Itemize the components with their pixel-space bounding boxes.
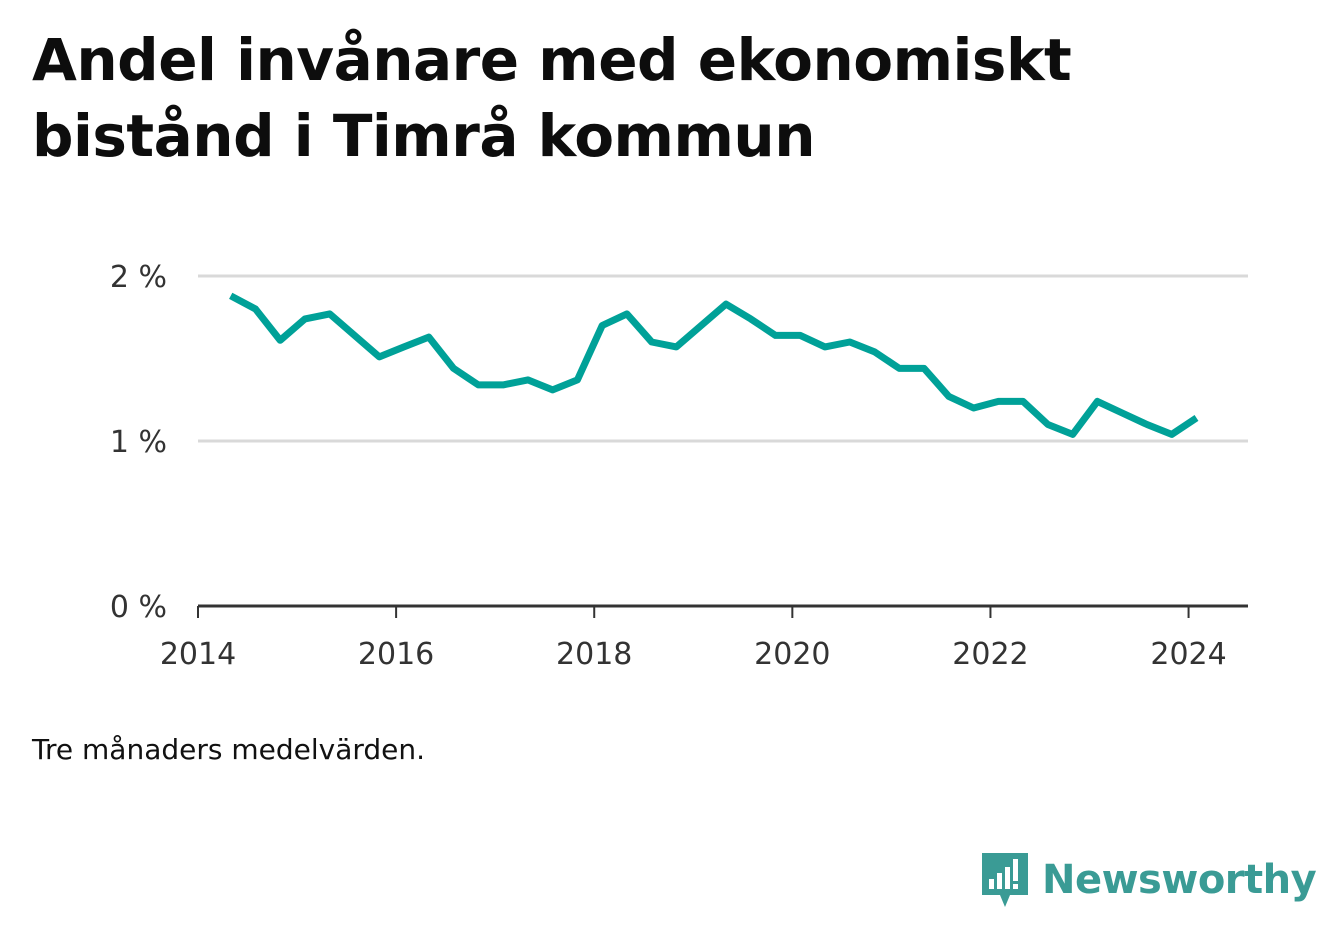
brand-name: Newsworthy	[1042, 857, 1317, 903]
grid-lines	[198, 274, 1248, 443]
x-tick-label: 2024	[1150, 637, 1226, 672]
chart-note: Tre månaders medelvärden.	[32, 733, 426, 766]
y-tick-label: 1 %	[110, 425, 167, 460]
x-tick-label: 2018	[556, 637, 632, 672]
newsworthy-logo-icon	[982, 853, 1028, 907]
y-axis-tick-labels: 0 % 1 % 2 %	[110, 260, 167, 625]
x-tick-label: 2016	[358, 637, 434, 672]
series-layer	[229, 292, 1199, 438]
series-line-0	[229, 292, 1199, 438]
x-axis	[197, 604, 1248, 618]
x-tick-label: 2014	[160, 637, 236, 672]
chart-title: Andel invånare med ekonomiskt bistånd i …	[32, 26, 1072, 170]
x-tick-label: 2020	[754, 637, 830, 672]
x-axis-tick-labels: 2014 2016 2018 2020 2022 2024	[160, 637, 1227, 672]
brand-logo[interactable]: Newsworthy	[980, 848, 1317, 912]
line-chart: 0 % 1 % 2 % 2014 2016 2018 2020 2022 2024	[110, 260, 1248, 672]
y-tick-label: 2 %	[110, 260, 167, 295]
y-tick-label: 0 %	[110, 590, 167, 625]
x-tick-label: 2022	[952, 637, 1028, 672]
